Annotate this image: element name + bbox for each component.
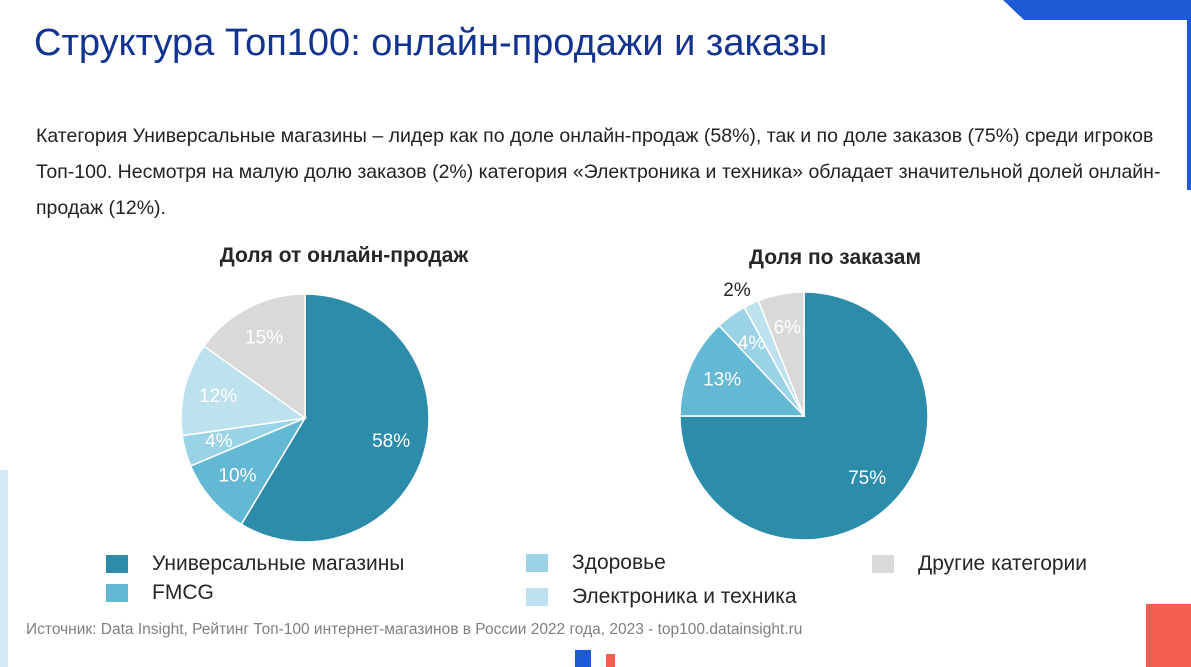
source-note: Источник: Data Insight, Рейтинг Топ-100 … — [26, 621, 803, 638]
legend-item-other: Другие категории — [872, 552, 1087, 576]
pie-chart-orders: 75% 13% 4% 2% 6% — [679, 280, 929, 541]
description-text: Категория Универсальные магазины – лидер… — [36, 125, 1161, 219]
data-label-other: 15% — [245, 328, 283, 349]
slide-title: Структура Топ100: онлайн-продажи и заказ… — [34, 22, 828, 64]
data-label-electronics: 2% — [723, 280, 751, 301]
legend-label-health: Здоровье — [572, 551, 666, 574]
legend-label-fmcg: FMCG — [152, 581, 214, 604]
right-edge-blue-stripe — [1187, 20, 1191, 190]
bottom-logo-fragment-blue — [575, 650, 591, 667]
top-right-blue-banner — [1003, 0, 1191, 20]
pie-chart-online-sales: 58% 10% 4% 12% 15% — [180, 293, 430, 543]
chart-title-orders: Доля по заказам — [749, 246, 921, 269]
legend-item-universal: Универсальные магазины — [106, 552, 404, 576]
pie-slice-fmcg — [679, 324, 806, 417]
left-light-blue-shape — [0, 470, 8, 667]
chart-title-online-sales: Доля от онлайн-продаж — [219, 244, 469, 267]
pie-slice-other — [202, 293, 306, 420]
legend-swatch-other — [872, 555, 894, 573]
pie-slice-universal — [240, 293, 430, 543]
data-label-health: 4% — [738, 333, 766, 354]
data-label-fmcg: 13% — [703, 370, 741, 391]
pie-slice-other — [757, 291, 805, 417]
legend-item-electronics: Электроника и техника — [526, 585, 797, 609]
data-label-universal: 75% — [848, 468, 886, 489]
legend-item-fmcg: FMCG — [106, 581, 214, 605]
data-label-other: 6% — [774, 317, 802, 338]
legend-swatch-universal — [106, 555, 128, 573]
legend-item-health: Здоровье — [526, 551, 666, 575]
legend-label-universal: Универсальные магазины — [152, 552, 405, 575]
bottom-right-red-block — [1146, 604, 1191, 667]
data-label-health: 4% — [205, 431, 233, 452]
data-label-universal: 58% — [372, 431, 410, 452]
data-label-fmcg: 10% — [218, 466, 256, 487]
data-label-electronics: 12% — [199, 386, 237, 407]
legend-swatch-electronics — [526, 588, 548, 606]
pie-slice-electronics — [180, 345, 307, 437]
legend-label-other: Другие категории — [918, 552, 1088, 575]
legend-swatch-health — [526, 554, 548, 572]
pie-slice-fmcg — [189, 416, 307, 526]
bottom-logo-fragment-red — [606, 654, 615, 667]
legend-swatch-fmcg — [106, 584, 128, 602]
legend-label-electronics: Электроника и техника — [572, 585, 797, 608]
